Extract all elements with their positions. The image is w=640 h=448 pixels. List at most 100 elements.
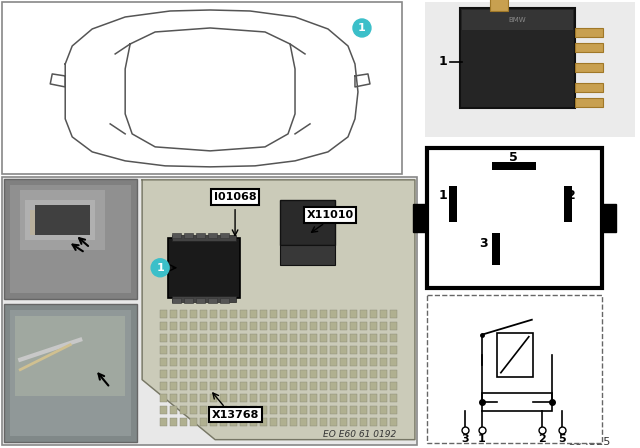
Text: 3: 3 (479, 237, 488, 250)
Bar (575, 43, 603, 52)
Bar (190, 358, 197, 366)
Bar (220, 382, 227, 390)
Bar (210, 322, 217, 330)
Bar (330, 370, 337, 378)
Bar (602, 204, 616, 232)
Bar (340, 322, 347, 330)
Bar (300, 322, 307, 330)
Bar (180, 394, 187, 402)
Text: 3: 3 (461, 434, 468, 444)
Text: 5: 5 (509, 151, 518, 164)
Bar (310, 405, 317, 414)
Bar (270, 346, 277, 354)
Bar (330, 322, 337, 330)
Bar (425, 2, 635, 137)
Bar (260, 370, 267, 378)
Bar (270, 358, 277, 366)
Bar (370, 334, 377, 342)
Bar (240, 346, 247, 354)
Bar (250, 418, 257, 426)
Bar (300, 394, 307, 402)
Bar (3, 177, 417, 444)
Bar (290, 310, 297, 318)
Bar (160, 394, 167, 402)
Bar (4, 304, 137, 442)
Bar (160, 322, 167, 330)
Bar (360, 310, 367, 318)
Bar (390, 346, 397, 354)
Bar (260, 405, 267, 414)
Bar (300, 358, 307, 366)
Bar (330, 310, 337, 318)
Bar (482, 392, 552, 411)
Bar (190, 346, 197, 354)
Bar (290, 382, 297, 390)
Bar (270, 370, 277, 378)
Bar (360, 382, 367, 390)
Bar (350, 370, 357, 378)
Bar (360, 370, 367, 378)
Bar (330, 405, 337, 414)
Bar (370, 405, 377, 414)
Bar (280, 334, 287, 342)
Bar (360, 405, 367, 414)
Bar (370, 358, 377, 366)
Bar (290, 358, 297, 366)
Bar (370, 346, 377, 354)
Bar (220, 233, 229, 238)
Bar (380, 405, 387, 414)
Bar (230, 382, 237, 390)
Bar (390, 418, 397, 426)
Bar (180, 370, 187, 378)
Bar (180, 382, 187, 390)
Bar (200, 394, 207, 402)
Bar (290, 322, 297, 330)
Bar (168, 238, 240, 298)
Bar (260, 394, 267, 402)
Bar (250, 382, 257, 390)
Bar (240, 370, 247, 378)
Bar (350, 382, 357, 390)
Bar (370, 418, 377, 426)
Bar (310, 358, 317, 366)
Bar (220, 394, 227, 402)
Text: 1: 1 (438, 190, 447, 202)
Bar (350, 334, 357, 342)
Bar (210, 334, 217, 342)
Bar (260, 382, 267, 390)
Bar (160, 346, 167, 354)
Bar (172, 233, 181, 238)
Bar (280, 200, 335, 245)
Bar (380, 322, 387, 330)
Bar (370, 310, 377, 318)
Bar (360, 346, 367, 354)
Bar (340, 334, 347, 342)
Bar (320, 418, 327, 426)
Bar (170, 322, 177, 330)
Bar (170, 334, 177, 342)
Bar (290, 334, 297, 342)
Bar (330, 382, 337, 390)
Bar (170, 346, 177, 354)
Bar (180, 405, 187, 414)
Bar (360, 358, 367, 366)
Text: X13768: X13768 (211, 409, 259, 420)
Bar (196, 233, 205, 238)
Bar (210, 370, 217, 378)
Bar (190, 405, 197, 414)
Bar (380, 394, 387, 402)
Bar (160, 310, 167, 318)
Bar (170, 310, 177, 318)
Text: 1: 1 (358, 23, 366, 33)
Bar (180, 358, 187, 366)
Bar (320, 382, 327, 390)
Bar (360, 322, 367, 330)
Polygon shape (142, 180, 415, 439)
Bar (190, 418, 197, 426)
Bar (280, 382, 287, 390)
Bar (280, 405, 287, 414)
Bar (160, 418, 167, 426)
Bar (250, 394, 257, 402)
Bar (350, 358, 357, 366)
Bar (250, 310, 257, 318)
